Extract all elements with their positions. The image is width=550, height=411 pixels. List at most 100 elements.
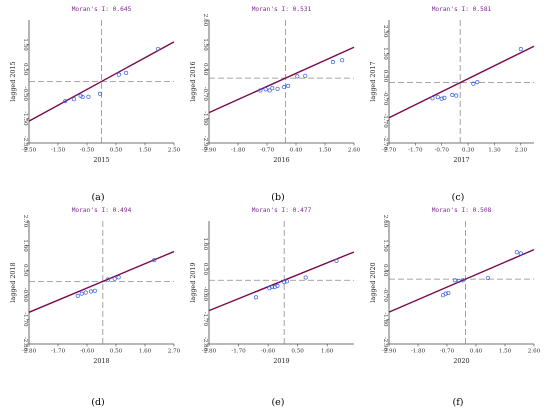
regression-line [208,46,355,114]
data-point [263,87,268,92]
data-point [112,276,117,281]
data-point [75,293,80,298]
panel-2: Moran's I: 0.531 -2.90 -1.80 -0.70 0.40 1.50 2… [189,6,361,203]
data-point [86,94,91,99]
y-tick-label: -2.70 [382,136,388,151]
data-point [430,96,435,101]
x-tick-label: -1.80 [411,349,426,355]
data-point [452,278,457,283]
y-axis-label: lagged 2018 [9,262,17,302]
panel-label: (f) [453,397,464,408]
data-point [443,291,448,296]
data-point [518,251,523,256]
data-point [446,290,451,296]
y-tick-label: -2.90 [382,337,388,352]
data-point [92,288,97,293]
panel-1: Moran's I: 0.645 -2.50 -1.50 -0.50 0.50 1.50 2… [9,6,181,203]
y-tick-label: -0.70 [202,87,208,102]
x-tick-label: 0.50 [291,349,304,355]
y-tick-label: -1.80 [382,312,388,327]
x-tick-label: -2.80 [22,349,37,355]
y-tick-label: 1.60 [22,239,28,252]
moran-title: Moran's I: 0.645 [72,6,132,13]
y-tick-label: -0.70 [382,288,388,303]
y-tick-label: 2.60 [382,215,388,228]
data-point [80,94,85,100]
data-point [295,74,300,79]
regression-line [28,250,175,313]
panel-5: Moran's I: 0.477 -2.80 -1.70 -0.60 0.50 1.60 -… [189,207,355,408]
y-tick-label: 2.60 [202,14,208,27]
data-point [439,96,444,101]
y-tick-label: 0.40 [382,264,388,277]
x-tick-label: -2.90 [202,148,217,154]
panel-label: (c) [452,192,465,203]
x-tick-label: 2.60 [528,349,541,355]
x-tick-label: 0.40 [470,349,483,355]
moran-title: Moran's I: 0.531 [252,6,312,13]
x-tick-label: 0.40 [290,148,303,154]
data-point [275,86,280,91]
x-tick-label: -0.60 [261,349,276,355]
panel-3: Moran's I: 0.581 -2.70 -1.70 -0.70 0.30 1.30 2… [369,6,535,203]
x-tick-label: 1.50 [139,148,152,154]
data-point [454,93,459,98]
x-tick-label: 0.30 [462,148,475,154]
x-tick-label: -1.80 [231,148,246,154]
x-tick-label: 2.50 [168,148,181,154]
y-axis-label: lagged 2020 [369,262,377,302]
y-tick-label: 0.40 [202,63,208,76]
data-point [471,81,476,86]
data-point [334,258,339,263]
x-tick-label: -1.50 [51,148,66,154]
y-tick-label: -1.50 [22,111,28,126]
panel-label: (d) [91,397,105,408]
data-point [270,86,275,91]
data-point [124,70,129,75]
data-point [253,295,259,300]
data-point [485,275,490,281]
y-tick-label: -0.60 [22,288,28,303]
data-point [71,97,77,102]
panel-4: Moran's I: 0.494 -2.80 -1.70 -0.60 0.50 1.60 2… [9,207,181,408]
y-tick-label: -2.50 [22,136,28,151]
data-point [275,283,280,288]
x-tick-label: -1.70 [408,148,423,154]
x-tick-label: -0.60 [80,349,95,355]
regression-line [388,45,535,119]
data-point [460,278,465,283]
data-point [303,73,308,78]
data-point [106,277,111,282]
y-tick-label: -1.70 [382,113,388,128]
data-point [156,46,161,52]
x-tick-label: 1.60 [139,349,152,355]
data-point [303,275,308,280]
x-tick-label: 1.60 [321,349,334,355]
data-point [456,278,461,283]
data-point [116,275,121,280]
data-point [282,279,287,285]
y-tick-label: -2.80 [22,337,28,352]
panel-label: (b) [271,192,285,203]
x-tick-label: -2.80 [202,349,217,355]
data-point [514,250,519,255]
data-point [152,258,157,263]
y-axis-label: lagged 2019 [189,262,197,302]
y-tick-label: -2.80 [202,337,208,352]
data-point [116,72,121,77]
panel-label: (e) [271,397,284,408]
y-axis-label: lagged 2017 [369,61,377,101]
x-tick-label: 0.50 [110,148,123,154]
y-tick-label: 2.30 [382,25,388,38]
x-tick-label: -1.70 [51,349,66,355]
x-tick-label: 2.30 [515,148,528,154]
data-point [284,279,289,284]
x-tick-label: 2.60 [348,148,361,154]
x-tick-label: 1.50 [319,148,332,154]
y-tick-label: 0.50 [22,264,28,277]
moran-title: Moran's I: 0.581 [432,6,492,13]
x-axis-label: 2016 [273,156,289,164]
x-tick-label: 0.50 [110,349,123,355]
y-axis-label: lagged 2015 [9,61,17,101]
